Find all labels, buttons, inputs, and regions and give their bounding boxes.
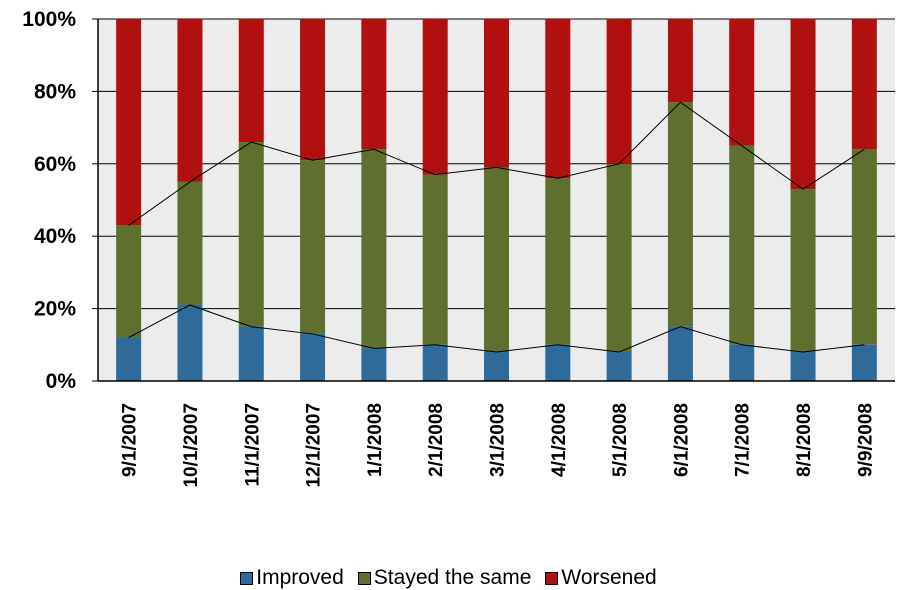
bar-stayed-the-same xyxy=(790,189,816,353)
bar-improved xyxy=(667,326,693,381)
x-tick-label: 4/1/2008 xyxy=(549,403,570,477)
legend-label-stayed-the-same: Stayed the same xyxy=(373,566,532,589)
bar-improved xyxy=(116,337,142,381)
y-tick-label: 100% xyxy=(22,8,76,31)
x-tick-label: 3/1/2008 xyxy=(488,403,509,477)
legend-item-stayed-the-same: Stayed the same xyxy=(357,566,532,590)
bar-worsened xyxy=(300,19,326,161)
x-tick-label: 2/1/2008 xyxy=(426,403,447,477)
bar-stayed-the-same xyxy=(729,145,755,345)
bar-worsened xyxy=(545,19,571,179)
bar-worsened xyxy=(729,19,755,146)
bar-worsened xyxy=(116,19,142,226)
bar-improved xyxy=(606,352,632,381)
legend-swatch-improved xyxy=(240,571,254,585)
x-tick-label: 5/1/2008 xyxy=(610,403,631,477)
x-tick-label: 9/1/2007 xyxy=(120,403,141,477)
bar-worsened xyxy=(667,19,693,103)
bar-stayed-the-same xyxy=(667,102,693,327)
bar-improved xyxy=(729,344,755,381)
legend-item-improved: Improved xyxy=(240,566,344,590)
x-tick-label: 7/1/2008 xyxy=(733,403,754,477)
bar-worsened xyxy=(238,19,264,143)
y-tick-label: 20% xyxy=(34,298,76,321)
x-tick-label: 12/1/2007 xyxy=(304,403,325,488)
legend-item-worsened: Worsened xyxy=(545,566,657,590)
bar-worsened xyxy=(484,19,509,168)
bar-improved xyxy=(177,304,203,381)
x-tick-label: 8/1/2008 xyxy=(794,403,815,477)
bar-stayed-the-same xyxy=(606,163,632,353)
bar-stayed-the-same xyxy=(545,178,571,345)
legend-label-improved: Improved xyxy=(256,566,344,589)
bar-stayed-the-same xyxy=(116,225,142,338)
bar-worsened xyxy=(422,19,448,175)
x-tick-label: 9/9/2008 xyxy=(855,403,876,477)
x-tick-label: 6/1/2008 xyxy=(671,403,692,477)
x-tick-label: 1/1/2008 xyxy=(365,403,386,477)
series-line-1 xyxy=(128,304,865,353)
bar-worsened xyxy=(790,19,816,190)
bar-worsened xyxy=(851,19,877,150)
y-tick-label: 80% xyxy=(34,80,76,103)
legend-swatch-stayed-the-same xyxy=(357,571,371,585)
bar-stayed-the-same xyxy=(177,181,203,305)
legend-swatch-worsened xyxy=(545,571,559,585)
bar-improved xyxy=(238,326,264,381)
bar-stayed-the-same xyxy=(422,174,448,345)
series-line-2 xyxy=(128,101,865,226)
bar-improved xyxy=(790,352,816,381)
y-tick-label: 40% xyxy=(34,225,76,248)
bar-improved xyxy=(361,348,387,381)
bar-improved xyxy=(851,344,877,381)
bar-worsened xyxy=(177,19,203,182)
bar-stayed-the-same xyxy=(484,167,509,353)
legend-label-worsened: Worsened xyxy=(561,566,657,589)
bar-worsened xyxy=(606,19,632,164)
bar-improved xyxy=(422,344,448,381)
bar-improved xyxy=(484,352,509,381)
bar-stayed-the-same xyxy=(300,160,326,334)
bar-improved xyxy=(300,333,326,381)
bar-worsened xyxy=(361,19,387,150)
x-tick-label: 10/1/2007 xyxy=(181,403,202,488)
y-tick-label: 60% xyxy=(34,153,76,176)
x-tick-label: 11/1/2007 xyxy=(242,403,263,486)
bar-improved xyxy=(545,344,571,381)
legend: Improved Stayed the same Worsened xyxy=(0,566,897,590)
bar-stayed-the-same xyxy=(238,142,264,327)
y-tick-label: 0% xyxy=(46,370,77,393)
chart-canvas: 0% 20% 40% 60% 80% 100% 9/1/2007 10/1/2007 11/1/… xyxy=(22,8,895,488)
bar-stayed-the-same xyxy=(851,149,877,345)
bar-stayed-the-same xyxy=(361,149,387,349)
